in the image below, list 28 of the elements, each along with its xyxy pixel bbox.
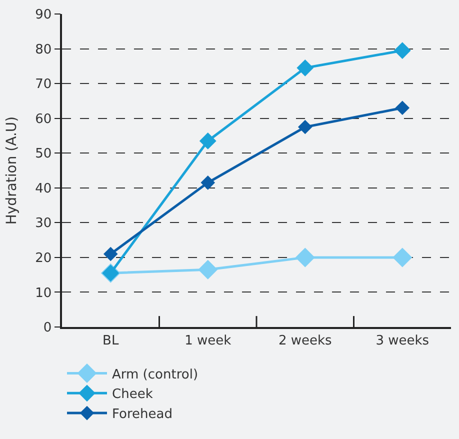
x-tick-label: 1 week: [184, 333, 232, 348]
point: [296, 59, 314, 76]
x-tick-label: 2 weeks: [278, 333, 332, 348]
y-tick-label: 50: [35, 146, 52, 162]
y-tick-label: 0: [43, 320, 52, 336]
x-tick-label: BL: [102, 333, 120, 348]
y-tick-label: 10: [35, 286, 52, 301]
point: [394, 42, 411, 59]
point: [395, 100, 410, 116]
y-tick-label: 70: [35, 77, 52, 92]
legend-label: Forehead: [112, 407, 172, 422]
y-tick-label: 40: [35, 181, 52, 196]
legend-label: Cheek: [112, 387, 154, 402]
y-axis-title: Hydration (A.U): [4, 116, 20, 225]
x-tick-label: 3 weeks: [376, 333, 430, 348]
point: [200, 176, 216, 190]
legend-label: Arm (control): [112, 367, 198, 382]
point: [103, 246, 118, 262]
y-tick-label: 20: [35, 250, 52, 266]
point: [198, 260, 218, 280]
y-tick-label: 30: [35, 216, 52, 232]
y-tick-label: 90: [35, 8, 52, 23]
y-tick-label: 80: [35, 42, 52, 58]
point: [298, 120, 312, 134]
point: [295, 248, 315, 268]
y-tick-label: 60: [35, 112, 52, 127]
point: [199, 132, 216, 150]
point: [392, 248, 412, 268]
